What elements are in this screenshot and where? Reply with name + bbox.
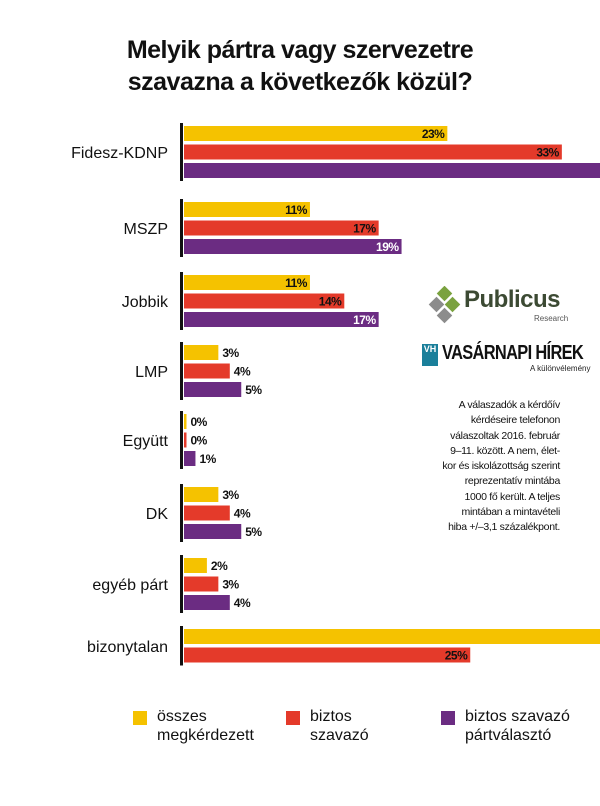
methodology-note-line: válaszoltak 2016. február [450,429,560,442]
data-label: 23% [422,127,445,141]
bar [184,220,379,236]
bar [184,451,196,466]
bar [184,345,219,360]
data-label: 3% [222,346,239,360]
axis-line [180,123,183,181]
bar [184,312,379,327]
bar [184,126,448,141]
bar [184,629,600,644]
category-label: MSZP [124,221,168,238]
category-label: LMP [135,364,168,381]
bar [184,576,219,592]
data-label: 11% [285,203,308,217]
legend-label: biztos szavazó [310,707,369,745]
publicus-logo-subtext: Research [534,314,569,323]
data-label: 5% [245,525,262,539]
legend-label-line: szavazó [310,727,369,744]
methodology-note-line: reprezentatív mintába [464,475,561,488]
bar [184,595,230,610]
bar [184,647,471,663]
data-label: 4% [234,596,251,610]
bar [184,414,187,429]
vh-mark-icon: VH [422,344,438,366]
axis-line [180,411,183,469]
data-label: 11% [285,276,308,290]
data-label: 0% [191,415,208,429]
vasarnapi-hirek-text: VASÁRNAPI HÍREK [442,342,584,364]
methodology-note-line: kérdéseire telefonon [470,414,560,427]
category-label: Fidesz-KDNP [71,145,168,162]
data-label: 33% [536,146,559,160]
legend-swatch [133,711,147,725]
category-label: Jobbik [122,294,169,311]
bar [184,487,219,502]
methodology-note-line: kor és iskolázottság szerint [442,460,560,473]
legend-label-line: megkérdezett [157,727,254,744]
bar [184,505,230,521]
methodology-note: A válaszadók a kérdőív kérdéseire telefon… [400,398,560,536]
chart-title-line-1: Melyik pártra vagy szervezetre [126,36,474,64]
bar [184,432,187,448]
axis-line [180,484,183,542]
methodology-note-line: hiba +/–3,1 százalékpont. [448,521,560,534]
methodology-note-line: mintában a mintavételi [461,506,561,519]
data-label: 1% [199,452,216,466]
legend-swatch [286,711,300,725]
bar [184,144,562,160]
data-label: 3% [222,578,239,592]
axis-line [180,199,183,257]
publicus-logo-icon [428,286,461,324]
data-label: 0% [191,434,208,448]
data-label: 25% [445,649,468,663]
category-label: DK [146,506,169,523]
axis-line [180,626,183,666]
data-label: 4% [234,365,251,379]
vasarnapi-hirek-subtext: A különvélemény [530,364,591,373]
axis-line [180,342,183,400]
data-label: 3% [222,488,239,502]
bar [184,363,230,379]
bar [184,382,242,397]
publicus-logo-text: Publicus [464,286,561,313]
bar [184,163,600,178]
methodology-note-line: A válaszadók a kérdőív [458,399,561,411]
data-label: 4% [234,507,251,521]
data-label: 19% [376,240,399,254]
data-label: 2% [211,559,228,573]
data-label: 5% [245,383,262,397]
bar [184,202,310,217]
bar [184,275,310,290]
legend-label-line: pártválasztó [465,727,552,744]
category-label: egyéb párt [92,577,168,594]
axis-line [180,555,183,613]
axis-line [180,272,183,330]
legend-label: összes megkérdezett [157,707,254,745]
publicus-logo: Publicus Research [428,284,578,328]
category-label: bizonytalan [87,639,168,656]
chart-title-line-2: szavazna a következők közül? [127,68,473,96]
legend-label-line: összes [157,708,207,725]
vasarnapi-hirek-logo: VH VASÁRNAPI HÍREK A különvélemény [422,342,590,376]
methodology-note-line: 1000 fő került. A teljes [464,490,560,503]
legend-label-line: biztos [310,708,352,725]
legend-swatch [441,711,455,725]
bar [184,558,207,573]
bar [184,524,242,539]
bar [184,293,345,309]
bar [184,239,402,254]
methodology-note-line: 9–11. között. A nem, élet- [450,444,560,457]
category-label: Együtt [123,433,169,450]
data-label: 17% [353,313,376,327]
legend-label-line: biztos szavazó [465,708,570,725]
data-label: 17% [353,222,376,236]
legend-label: biztos szavazó pártválasztó [465,707,570,745]
chart-title: Melyik pártra vagy szervezetre szavazna … [0,34,600,98]
data-label: 14% [319,295,342,309]
